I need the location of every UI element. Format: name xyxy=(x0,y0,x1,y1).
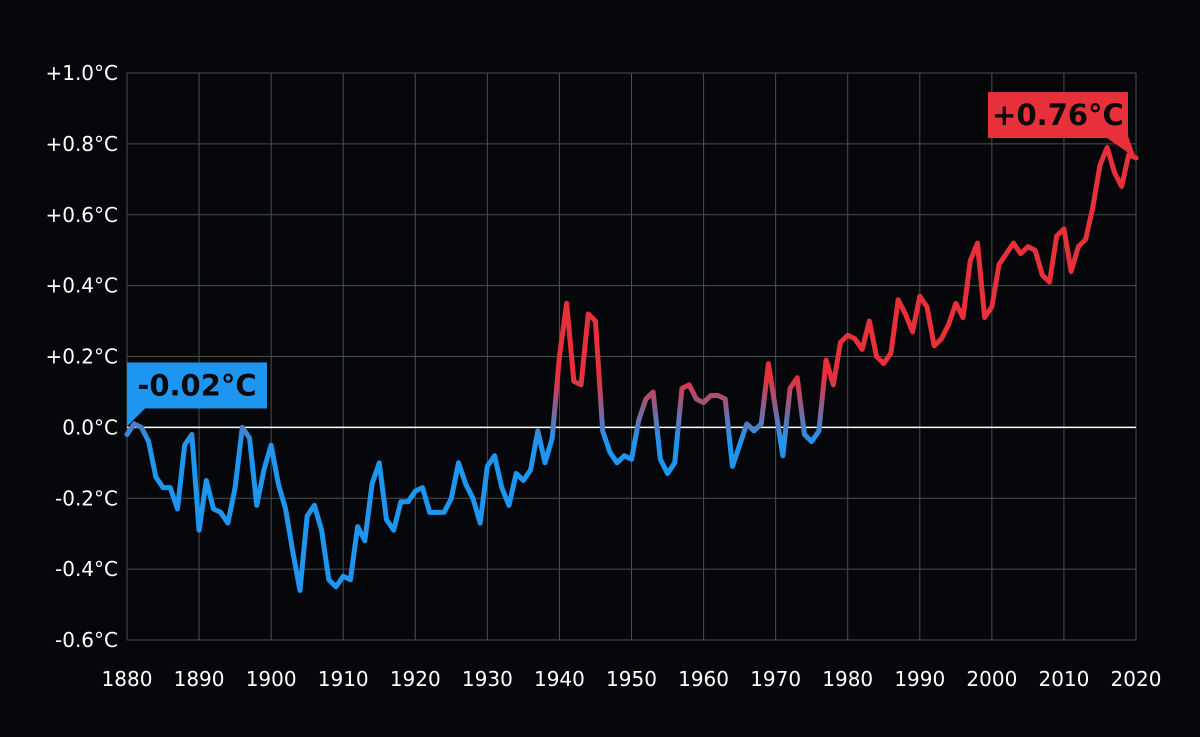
x-tick-label: 1980 xyxy=(822,667,873,691)
x-tick-label: 1970 xyxy=(750,667,801,691)
x-tick-label: 1930 xyxy=(462,667,513,691)
annotations: -0.02°C +0.76°C xyxy=(127,92,1136,427)
x-tick-label: 1890 xyxy=(174,667,225,691)
x-tick-label: 2020 xyxy=(1111,667,1162,691)
callout-end: +0.76°C xyxy=(988,92,1136,159)
x-tick-label: 1960 xyxy=(678,667,729,691)
callout-label: -0.02°C xyxy=(137,368,256,402)
x-tick-label: 1920 xyxy=(390,667,441,691)
y-tick-label: -0.2°C xyxy=(55,486,118,510)
x-tick-label: 2010 xyxy=(1038,667,1089,691)
x-tick-label: 1880 xyxy=(102,667,153,691)
callout-box xyxy=(988,92,1128,139)
callout-start: -0.02°C xyxy=(127,362,267,427)
y-tick-label: +0.2°C xyxy=(45,345,118,369)
grid xyxy=(126,72,1137,641)
callout-pointer xyxy=(1104,136,1136,159)
series xyxy=(124,144,1139,593)
x-tick-label: 1940 xyxy=(534,667,585,691)
callout-box xyxy=(127,362,267,409)
y-tick-label: +0.8°C xyxy=(45,132,118,156)
x-tick-label: 1910 xyxy=(318,667,369,691)
series-line-temperature-anomaly xyxy=(124,144,1139,593)
axes: 1880 1890 1900 1910 1920 1930 1940 1950 1960 1970… xyxy=(45,61,1161,691)
x-tick-label: 2000 xyxy=(966,667,1017,691)
callout-pointer xyxy=(127,406,147,427)
x-tick-label: 1990 xyxy=(894,667,945,691)
y-tick-label: 0.0°C xyxy=(62,415,118,439)
y-tick-label: -0.6°C xyxy=(55,628,118,652)
x-tick-label: 1950 xyxy=(606,667,657,691)
y-tick-label: +0.4°C xyxy=(45,274,118,298)
callout-label: +0.76°C xyxy=(992,98,1124,132)
y-tick-label: +1.0°C xyxy=(45,61,118,85)
y-tick-label: +0.6°C xyxy=(45,203,118,227)
x-tick-label: 1900 xyxy=(246,667,297,691)
y-tick-label: -0.4°C xyxy=(55,557,118,581)
